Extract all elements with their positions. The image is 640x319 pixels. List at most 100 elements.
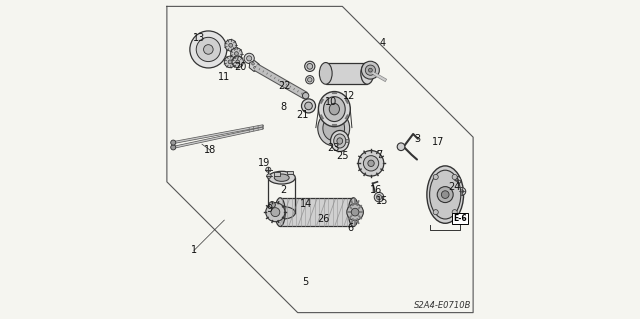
Text: 6: 6 [348,223,353,233]
Circle shape [266,203,285,222]
Circle shape [303,93,309,99]
Ellipse shape [319,63,332,84]
Circle shape [376,195,381,200]
Circle shape [362,61,380,79]
Circle shape [306,76,314,84]
Text: 15: 15 [376,196,388,206]
Circle shape [368,160,374,167]
Text: 12: 12 [342,91,355,101]
Text: 14: 14 [300,199,312,209]
Text: 7: 7 [376,150,382,160]
Circle shape [358,151,384,176]
Circle shape [364,156,379,171]
Ellipse shape [268,171,295,184]
Circle shape [269,202,275,208]
Text: 5: 5 [303,277,308,287]
Polygon shape [249,61,259,71]
Circle shape [253,66,256,69]
Text: 4: 4 [379,38,385,48]
Circle shape [452,174,457,180]
Circle shape [224,56,236,68]
Circle shape [458,188,466,195]
Text: 9: 9 [266,204,272,214]
Bar [326,63,367,84]
Text: 24: 24 [448,182,460,192]
Text: 25: 25 [336,151,349,161]
Ellipse shape [318,111,349,146]
Text: 10: 10 [325,97,337,107]
Circle shape [433,174,438,180]
Circle shape [232,56,243,68]
Ellipse shape [323,116,344,141]
Circle shape [456,179,459,182]
Text: 13: 13 [193,33,205,43]
Text: 26: 26 [317,213,330,224]
Circle shape [196,37,220,62]
Circle shape [346,139,349,143]
Text: 1: 1 [191,245,197,256]
Text: 23: 23 [328,143,340,153]
Bar [287,171,293,174]
Ellipse shape [427,166,463,223]
Circle shape [225,40,236,51]
Text: 2: 2 [280,185,287,195]
Ellipse shape [329,103,339,115]
Circle shape [460,190,463,193]
Circle shape [442,191,449,198]
Circle shape [301,99,316,113]
Ellipse shape [337,138,342,144]
Circle shape [271,208,280,217]
Circle shape [234,52,238,56]
Circle shape [190,31,227,68]
Ellipse shape [330,130,349,152]
Circle shape [230,48,242,59]
Ellipse shape [323,97,345,122]
Circle shape [307,63,313,69]
Circle shape [453,176,461,184]
Circle shape [228,43,232,47]
Circle shape [351,208,359,216]
Circle shape [305,61,315,71]
Text: 18: 18 [204,145,216,155]
Circle shape [266,167,271,172]
Ellipse shape [268,206,295,219]
Circle shape [452,210,457,215]
Text: 20: 20 [234,62,246,72]
Circle shape [267,174,271,178]
Bar [274,172,280,176]
Text: 16: 16 [370,185,382,195]
Ellipse shape [319,92,350,127]
Text: 11: 11 [218,71,230,82]
Bar [280,198,353,226]
Circle shape [437,187,453,203]
Circle shape [305,102,312,110]
Ellipse shape [275,198,285,226]
Text: 22: 22 [278,81,291,91]
Circle shape [369,68,372,72]
Circle shape [171,140,176,145]
Circle shape [236,60,239,64]
Text: 19: 19 [258,158,270,168]
Text: 21: 21 [296,110,308,120]
Circle shape [374,192,384,202]
Text: E-6: E-6 [453,214,467,223]
Circle shape [433,210,438,215]
Circle shape [246,56,252,61]
Ellipse shape [333,134,346,148]
Circle shape [347,204,364,220]
Text: 17: 17 [432,137,444,147]
Circle shape [204,45,213,54]
Ellipse shape [429,170,461,219]
Text: S2A4-E0710B: S2A4-E0710B [414,301,472,310]
Text: 3: 3 [414,134,420,144]
Circle shape [228,60,232,64]
Circle shape [397,143,405,151]
Ellipse shape [348,198,358,226]
Circle shape [171,145,176,150]
Ellipse shape [361,63,374,84]
Text: 8: 8 [280,102,286,112]
Circle shape [252,63,254,65]
Ellipse shape [275,174,289,181]
Circle shape [365,65,376,75]
Circle shape [244,53,254,63]
